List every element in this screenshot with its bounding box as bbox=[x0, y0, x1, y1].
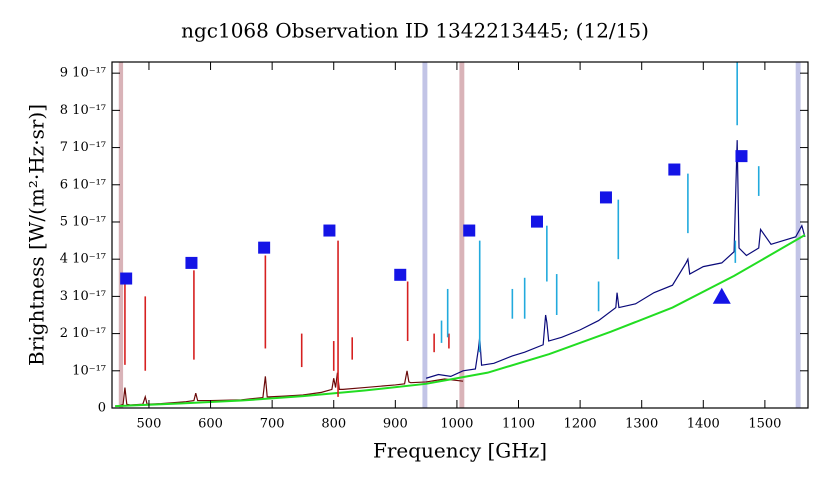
x-tick-label: 1300 bbox=[625, 417, 658, 432]
band bbox=[118, 62, 124, 408]
x-tick-label: 1200 bbox=[564, 417, 597, 432]
y-tick-label: 8 10⁻¹⁷ bbox=[60, 103, 106, 118]
photometry-square bbox=[463, 224, 476, 237]
x-tick-label: 900 bbox=[383, 417, 408, 432]
y-tick-label: 2 10⁻¹⁷ bbox=[60, 326, 106, 341]
chart-title: ngc1068 Observation ID 1342213445; (12/1… bbox=[181, 19, 649, 43]
spectrum-line bbox=[117, 370, 464, 407]
x-tick-label: 1100 bbox=[502, 417, 535, 432]
photometry-square bbox=[735, 150, 748, 163]
y-tick-label: 9 10⁻¹⁷ bbox=[60, 66, 106, 81]
y-axis-label: Brightness [W/(m²·Hz·sr)] bbox=[25, 104, 49, 366]
x-tick-label: 700 bbox=[260, 417, 285, 432]
photometry-square bbox=[185, 256, 198, 269]
y-tick-label: 3 10⁻¹⁷ bbox=[60, 289, 106, 304]
photometry-square bbox=[668, 163, 681, 176]
photometry-square bbox=[599, 191, 612, 204]
y-tick-label: 5 10⁻¹⁷ bbox=[60, 214, 106, 229]
spectrum-line bbox=[425, 140, 806, 379]
spectrum-line bbox=[115, 234, 806, 408]
photometry-square bbox=[258, 241, 271, 254]
band bbox=[422, 62, 428, 408]
x-tick-label: 1400 bbox=[687, 417, 720, 432]
band bbox=[459, 62, 465, 408]
x-tick-label: 800 bbox=[321, 417, 346, 432]
photometry-square bbox=[394, 268, 407, 281]
photometry-square bbox=[120, 272, 133, 285]
plot-area bbox=[115, 62, 806, 408]
x-tick-label: 1000 bbox=[440, 417, 473, 432]
y-tick-label: 0 bbox=[98, 401, 106, 416]
x-tick-label: 1500 bbox=[748, 417, 781, 432]
y-tick-label: 6 10⁻¹⁷ bbox=[60, 177, 106, 192]
y-tick-label: 4 10⁻¹⁷ bbox=[60, 252, 106, 267]
y-tick-label: 7 10⁻¹⁷ bbox=[60, 140, 106, 155]
photometry-square bbox=[323, 224, 336, 237]
band bbox=[795, 62, 801, 408]
y-tick-label: 10⁻¹⁷ bbox=[72, 363, 106, 378]
x-tick-label: 500 bbox=[137, 417, 162, 432]
x-axis-label: Frequency [GHz] bbox=[373, 439, 547, 463]
x-tick-label: 600 bbox=[198, 417, 223, 432]
plot-frame bbox=[111, 61, 809, 409]
photometry-triangle bbox=[712, 287, 731, 304]
photometry-square bbox=[530, 215, 543, 228]
